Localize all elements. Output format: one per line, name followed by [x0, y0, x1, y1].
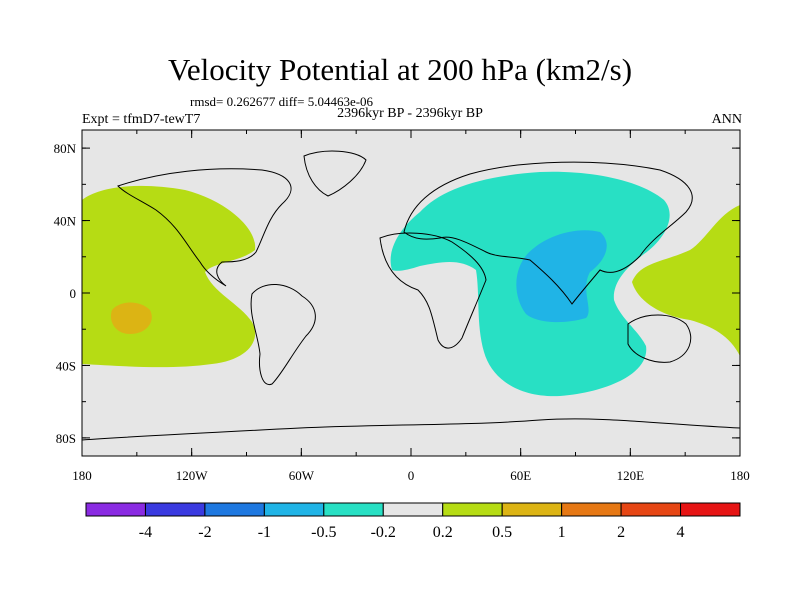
colorbar-label: 0.2	[433, 524, 453, 541]
pacific-strong-positive-region	[110, 302, 152, 334]
period-label: 2396kyr BP - 2396kyr BP	[337, 106, 483, 121]
africa-coast	[379, 232, 487, 349]
colorbar-swatch	[85, 502, 146, 517]
colorbar-label: 4	[677, 524, 685, 541]
colorbar-label: -0.2	[371, 524, 396, 541]
colorbar-swatch	[382, 502, 444, 517]
colorbar-swatch	[263, 502, 325, 517]
west-pacific-positive-region	[632, 205, 740, 356]
lon-label: 60E	[510, 468, 531, 483]
lon-label: 60W	[289, 468, 315, 483]
colorbar-swatch	[204, 502, 265, 517]
colorbar-swatch	[501, 502, 563, 517]
colorbar-label: -1	[258, 524, 271, 541]
lat-label: 40N	[54, 214, 77, 229]
colorbar-swatch	[144, 502, 206, 517]
season-label: ANN	[711, 112, 742, 127]
experiment-label: Expt = tfmD7-tewT7	[82, 112, 201, 127]
lon-label: 120E	[617, 468, 645, 483]
eurasia-coast	[403, 161, 693, 305]
lat-label: 80S	[56, 431, 76, 446]
north-america-coast	[117, 168, 292, 287]
colorbar-swatch	[561, 502, 622, 517]
south-america-coast	[250, 284, 316, 386]
greenland-coast	[303, 150, 367, 197]
coastlines	[82, 150, 740, 441]
colorbar-label: 1	[558, 524, 566, 541]
colorbar-label: -2	[198, 524, 211, 541]
lat-label: 0	[70, 286, 77, 301]
lon-label: 180	[730, 468, 750, 483]
stats-line: rmsd= 0.262677 diff= 5.04463e-06	[190, 94, 374, 109]
australia-coast	[627, 314, 692, 363]
colorbar	[85, 502, 741, 517]
lat-label: 40S	[56, 358, 76, 373]
colorbar-swatch	[680, 502, 741, 517]
colorbar-label: 2	[617, 524, 625, 541]
lat-label: 80N	[54, 141, 77, 156]
lon-label: 180	[72, 468, 92, 483]
lon-label: 0	[408, 468, 415, 483]
colorbar-label: -4	[139, 524, 152, 541]
colorbar-label: 0.5	[492, 524, 512, 541]
page-title: Velocity Potential at 200 hPa (km2/s)	[167, 52, 633, 87]
colorbar-swatch	[323, 502, 384, 517]
lon-label: 120W	[176, 468, 209, 483]
colorbar-swatch	[442, 502, 503, 517]
colorbar-label: -0.5	[311, 524, 336, 541]
antarctica-coast	[82, 418, 740, 441]
indian-ocean-strong-negative-region	[516, 230, 607, 323]
colorbar-swatch	[620, 502, 682, 517]
